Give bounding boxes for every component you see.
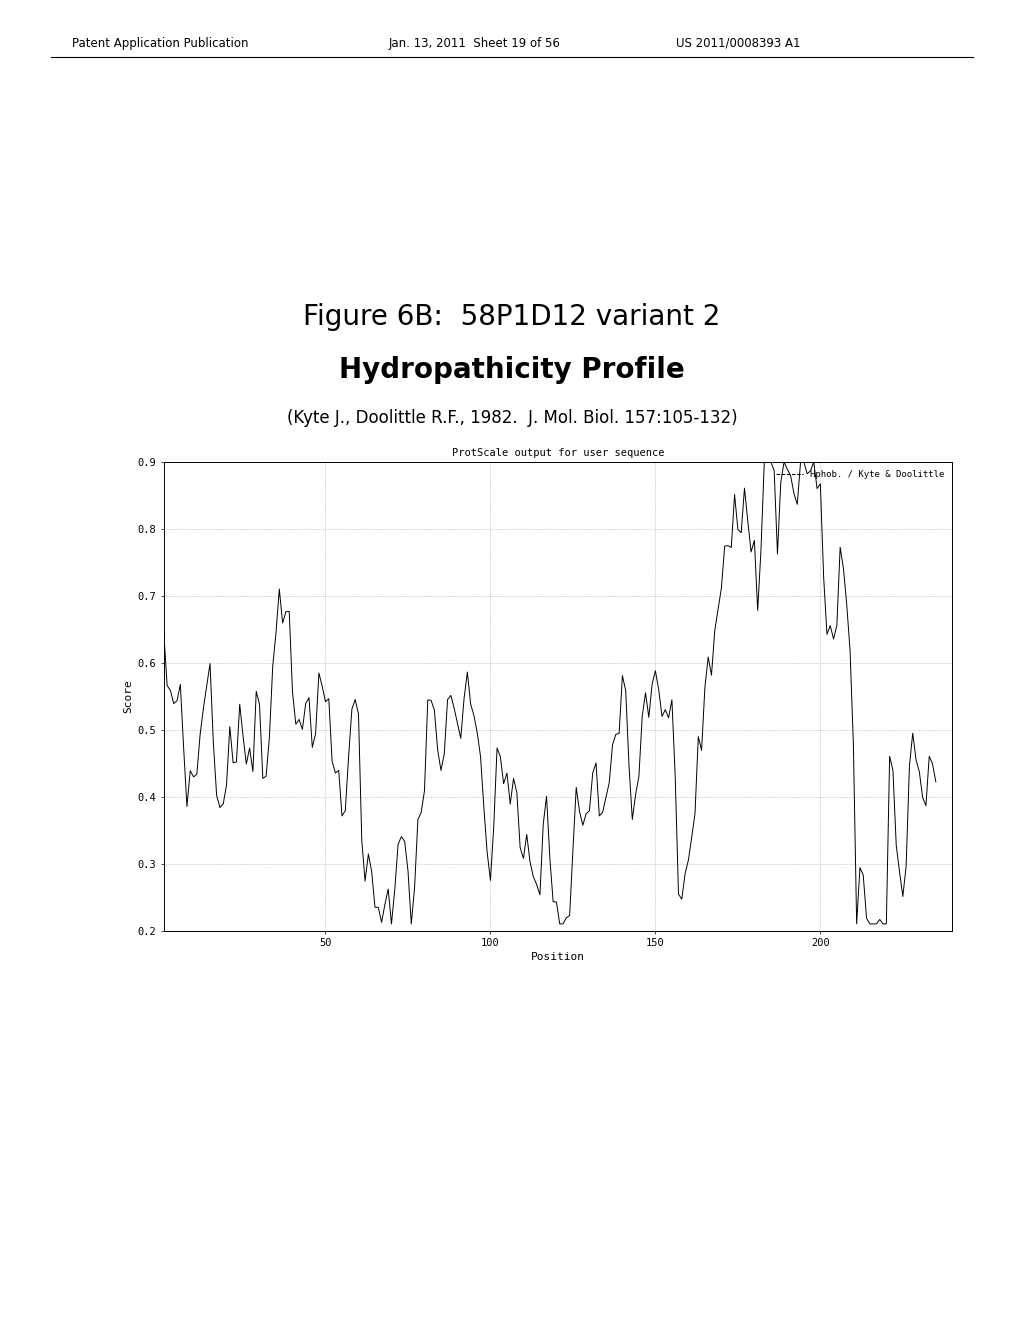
Text: Hydropathicity Profile: Hydropathicity Profile	[339, 355, 685, 384]
Text: US 2011/0008393 A1: US 2011/0008393 A1	[676, 37, 801, 50]
Legend: Hphob. / Kyte & Doolittle: Hphob. / Kyte & Doolittle	[772, 466, 948, 483]
Text: Patent Application Publication: Patent Application Publication	[72, 37, 248, 50]
Title: ProtScale output for user sequence: ProtScale output for user sequence	[452, 449, 665, 458]
Text: Jan. 13, 2011  Sheet 19 of 56: Jan. 13, 2011 Sheet 19 of 56	[389, 37, 561, 50]
Text: (Kyte J., Doolittle R.F., 1982.  J. Mol. Biol. 157:105-132): (Kyte J., Doolittle R.F., 1982. J. Mol. …	[287, 409, 737, 428]
X-axis label: Position: Position	[531, 953, 585, 962]
Text: Figure 6B:  58P1D12 variant 2: Figure 6B: 58P1D12 variant 2	[303, 302, 721, 331]
Y-axis label: Score: Score	[123, 680, 133, 713]
